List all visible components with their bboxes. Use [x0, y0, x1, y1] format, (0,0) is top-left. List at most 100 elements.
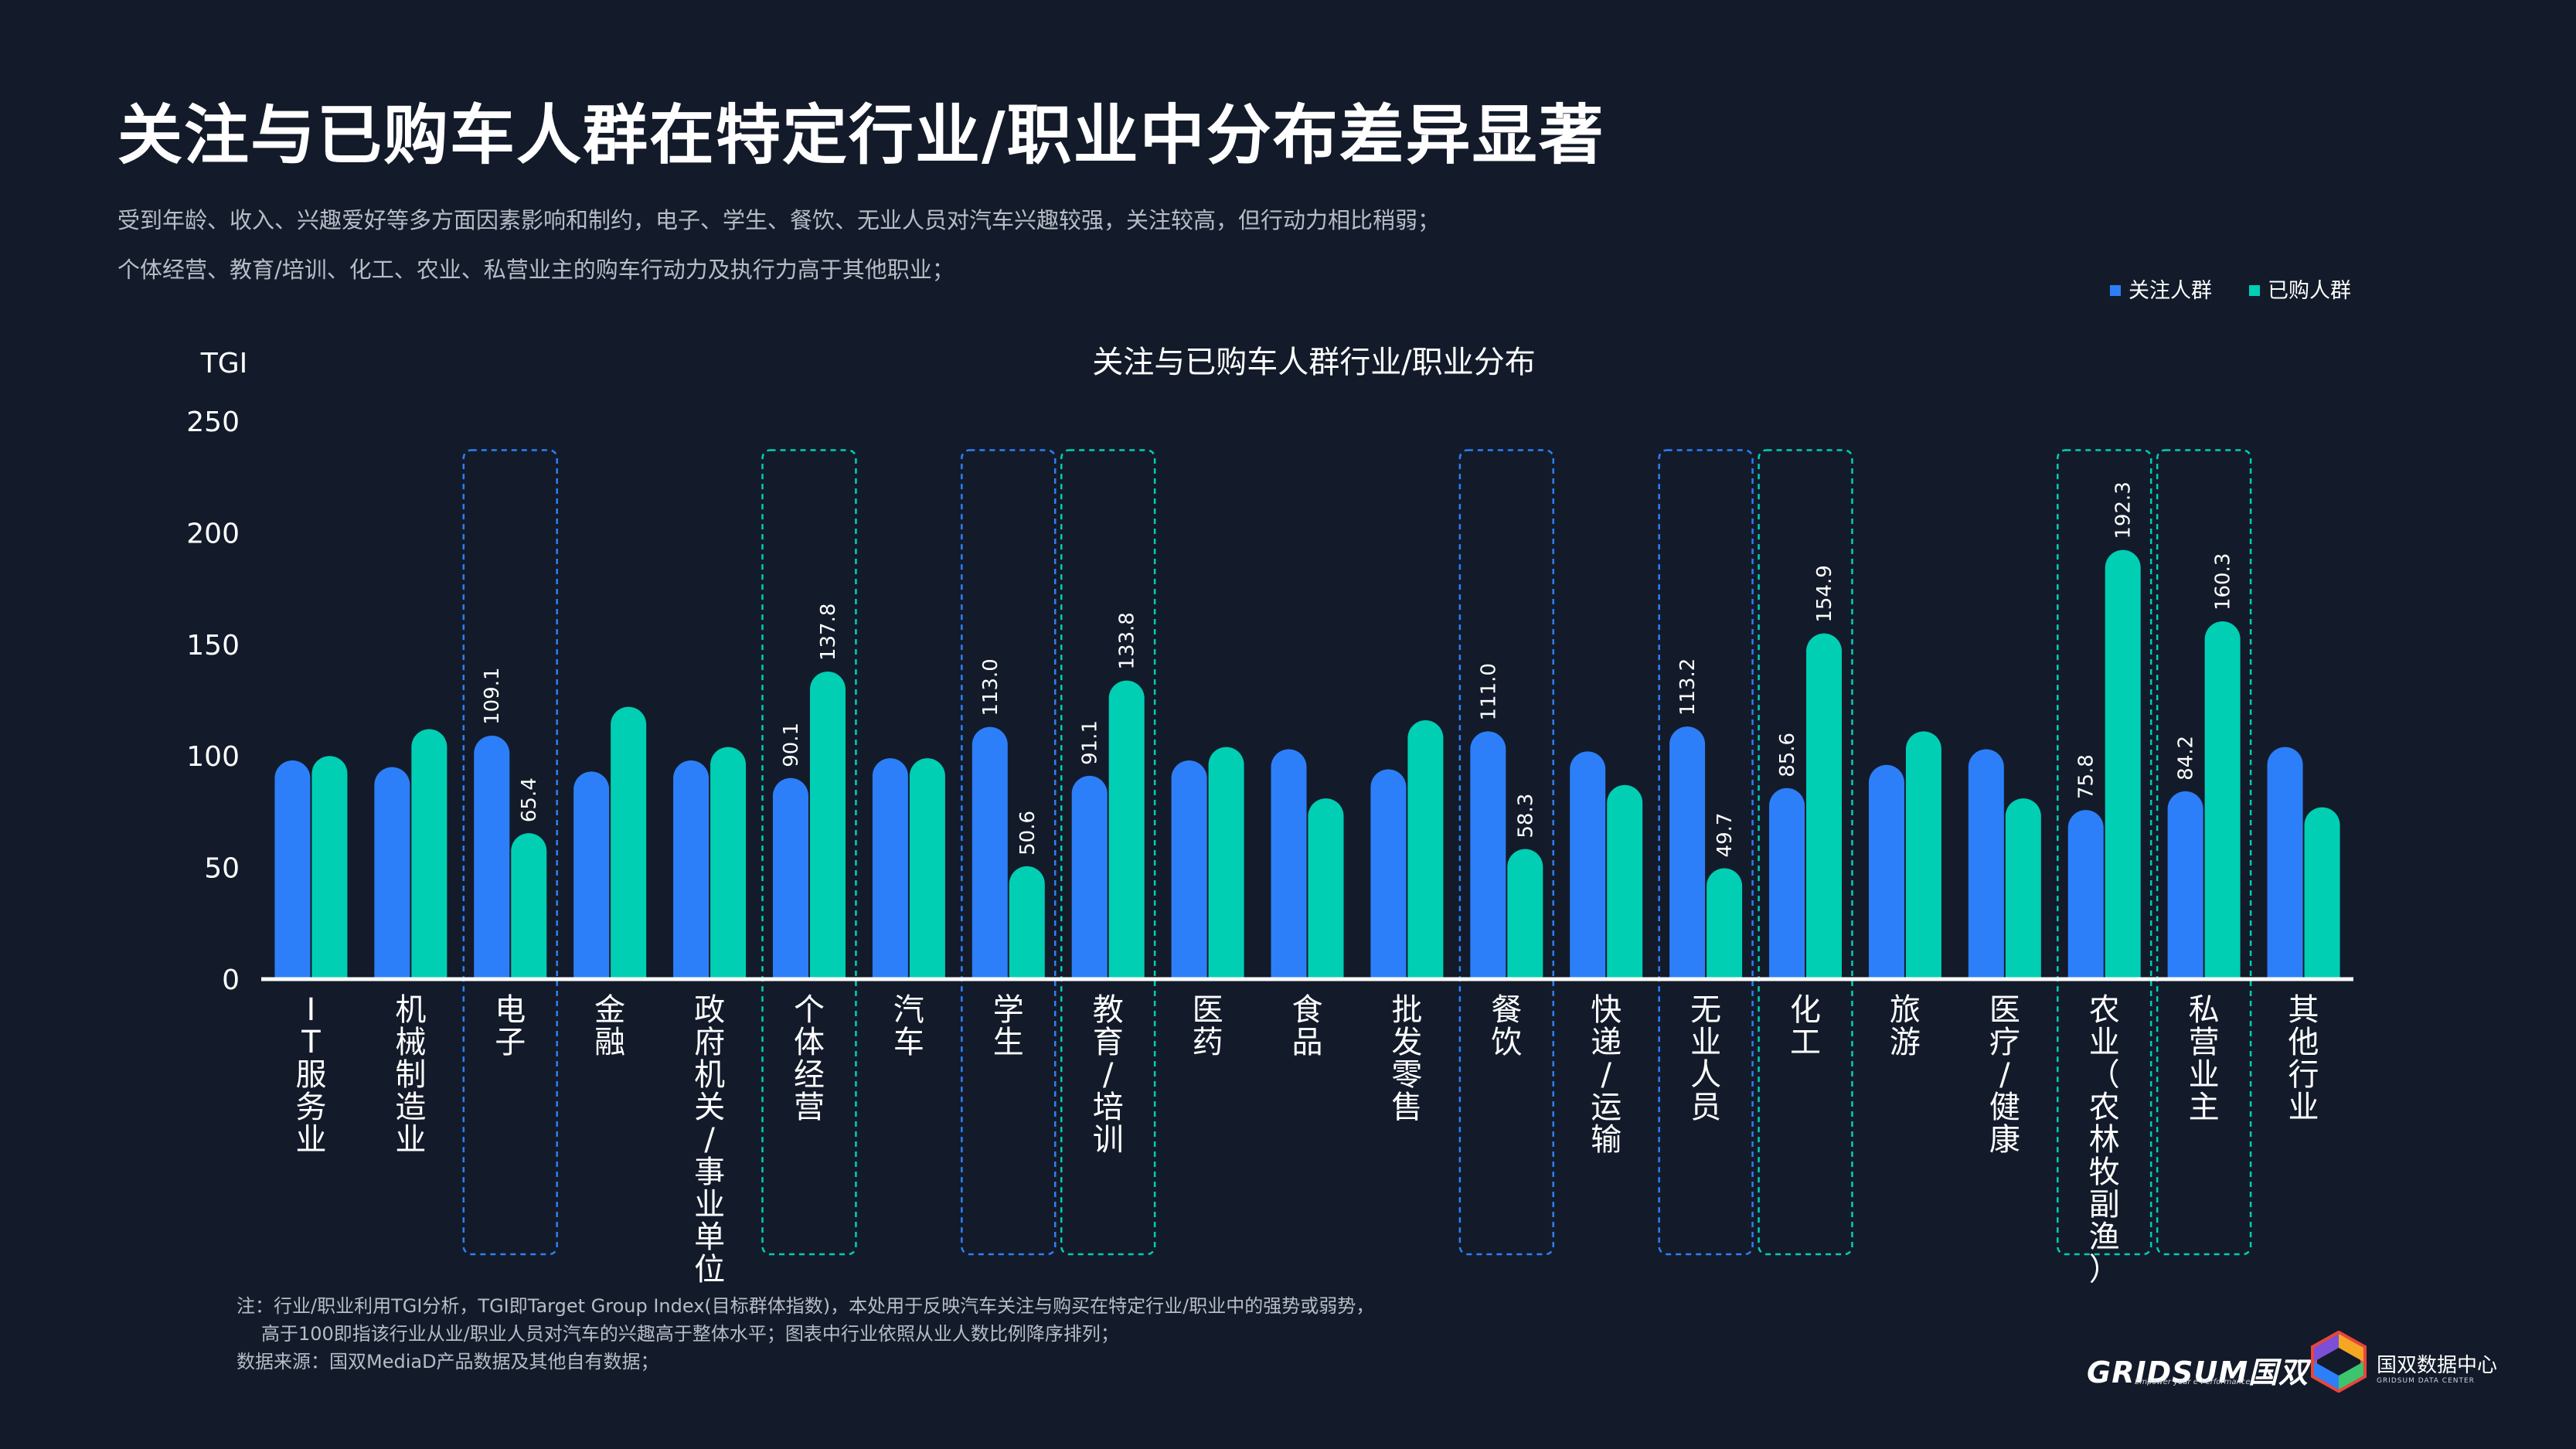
legend-label: 关注人群: [2129, 279, 2212, 303]
highlight-box: [1458, 449, 1555, 1256]
x-tick-label: 个体经营: [794, 992, 825, 1125]
bar-attention: [474, 735, 510, 979]
data-center-name: 国双数据中心: [2377, 1354, 2498, 1377]
bar-attention: [2067, 810, 2104, 979]
data-label: 65.4: [518, 777, 541, 822]
x-tick-label: 政府机关/事业单位: [694, 992, 725, 1287]
bar-purchased: [2304, 807, 2340, 979]
x-tick-label: 汽车: [893, 992, 924, 1060]
page-title: 关注与已购车人群在特定行业/职业中分布差异显著: [117, 97, 1605, 173]
bar-attention: [1470, 731, 1506, 979]
data-center-tagline: GRIDSUM DATA CENTER: [2377, 1377, 2475, 1385]
highlight-box: [1758, 449, 1853, 1256]
bar-purchased: [909, 758, 945, 979]
data-label: 160.3: [2212, 553, 2235, 611]
bar-purchased: [1607, 784, 1643, 979]
bar-attention: [872, 758, 908, 979]
x-tick-label: 金融: [594, 992, 625, 1060]
bar-purchased: [611, 706, 647, 979]
x-tick-label: 电子: [495, 992, 526, 1060]
x-tick-label: 快递/运输: [1591, 992, 1621, 1158]
bar-attention: [1669, 726, 1706, 979]
bar-purchased: [411, 729, 447, 979]
x-tick-label: 批发零售: [1391, 992, 1422, 1125]
bar-purchased: [809, 672, 846, 979]
y-tick-label: 50: [204, 853, 240, 885]
x-tick-label: 医药: [1193, 992, 1223, 1060]
y-tick-label: 150: [186, 630, 240, 662]
bar-purchased: [2105, 549, 2141, 979]
bar-purchased: [1108, 680, 1145, 979]
bar-purchased: [1806, 633, 1843, 979]
gridsum-tagline: Empower your e-Performance: [2135, 1378, 2251, 1386]
bar-purchased: [1009, 866, 1045, 979]
bar-purchased: [2204, 621, 2241, 979]
bar-attention: [772, 777, 808, 979]
y-tick-label: 250: [186, 406, 240, 438]
bar-attention: [1570, 751, 1606, 979]
legend-swatch: [2110, 285, 2121, 296]
footnote-line-2: 高于100即指该行业从业/职业人员对汽车的兴趣高于整体水平；图表中行业依照从业人…: [261, 1323, 1119, 1345]
bar-attention: [673, 760, 710, 979]
highlight-box: [761, 449, 857, 1256]
data-label: 50.6: [1016, 811, 1040, 855]
data-label: 109.1: [481, 667, 504, 724]
highlight-box: [462, 449, 558, 1256]
footnote-line-1: 注：行业/职业利用TGI分析，TGI即Target Group Index(目标…: [237, 1295, 1375, 1317]
bar-attention: [2267, 747, 2303, 979]
highlight-box: [2057, 449, 2152, 1256]
data-label: 111.0: [1477, 663, 1500, 720]
x-tick-label: 旅游: [1890, 992, 1921, 1060]
x-tick-label: 农业（农林牧副渔）: [2089, 992, 2120, 1287]
gridsum-logo: GRIDSUM国双: [2087, 1355, 2309, 1389]
bar-attention: [1868, 764, 1904, 979]
bar-purchased: [1407, 719, 1444, 979]
x-tick-label: 机械制造业: [395, 992, 426, 1158]
data-label: 84.2: [2175, 736, 2198, 781]
x-tick-label: 其他行业: [2288, 992, 2319, 1125]
data-label: 154.9: [1813, 565, 1836, 622]
bar-purchased: [511, 833, 547, 979]
x-tick-label: I T 服务业: [295, 992, 326, 1158]
highlight-box: [1658, 449, 1754, 1256]
bar-attention: [1071, 775, 1108, 979]
y-tick-label: 200: [186, 518, 240, 549]
bar-purchased: [2005, 798, 2041, 979]
bar-purchased: [1308, 798, 1344, 979]
highlight-box: [961, 449, 1057, 1256]
footnote-line-3: 数据来源：国双MediaD产品数据及其他自有数据；: [237, 1351, 659, 1372]
subtitle-line-2: 个体经营、教育/培训、化工、农业、私营业主的购车行动力及执行力高于其他职业；: [117, 257, 955, 283]
x-tick-label: 食品: [1292, 992, 1323, 1060]
data-label: 133.8: [1116, 612, 1139, 669]
data-label: 90.1: [780, 723, 803, 767]
x-tick-label: 私营业主: [2189, 992, 2220, 1125]
bar-attention: [972, 726, 1008, 979]
bar-purchased: [311, 756, 348, 979]
bar-attention: [573, 771, 610, 979]
data-label: 58.3: [1514, 794, 1537, 838]
x-tick-label: 学生: [993, 992, 1024, 1060]
bar-purchased: [710, 747, 747, 979]
data-label: 113.2: [1676, 658, 1700, 716]
bar-purchased: [1905, 731, 1941, 979]
highlight-box: [1060, 449, 1156, 1256]
bar-purchased: [1208, 747, 1244, 979]
legend-label: 已购人群: [2268, 279, 2351, 303]
data-label: 75.8: [2075, 754, 2098, 799]
x-tick-label: 教育/培训: [1093, 992, 1124, 1158]
data-center-logo-icon: [2311, 1331, 2367, 1393]
x-tick-label: 医疗/健康: [1989, 992, 2020, 1158]
bar-attention: [1769, 787, 1805, 979]
data-label: 137.8: [817, 604, 840, 661]
data-label: 49.7: [1713, 813, 1737, 858]
subtitle-line-1: 受到年龄、收入、兴趣爱好等多方面因素影响和制约，电子、学生、餐饮、无业人员对汽车…: [117, 207, 1441, 233]
y-tick-label: 100: [186, 741, 240, 773]
legend-swatch: [2249, 285, 2260, 296]
y-tick-label: 0: [222, 964, 240, 996]
chart-title: 关注与已购车人群行业/职业分布: [1092, 345, 1535, 380]
data-label: 192.3: [2112, 481, 2135, 539]
data-label: 85.6: [1776, 733, 1799, 777]
bar-attention: [1968, 749, 2004, 979]
bar-attention: [274, 760, 311, 979]
